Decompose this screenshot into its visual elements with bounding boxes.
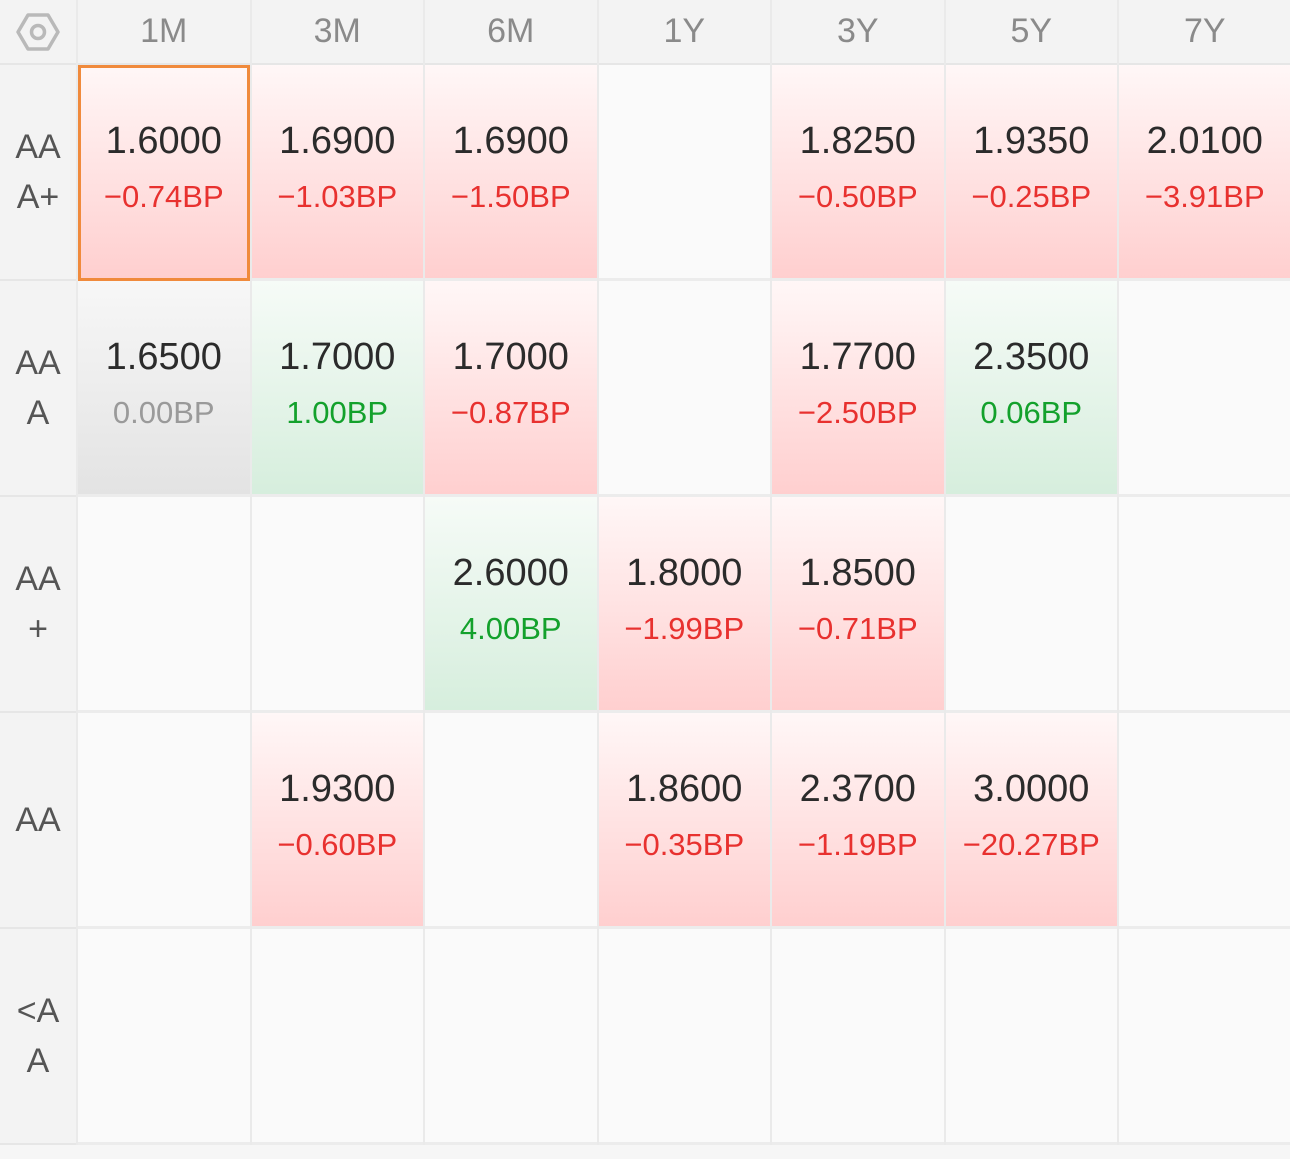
column-header-7y[interactable]: 7Y bbox=[1119, 0, 1290, 65]
empty-cell[interactable] bbox=[78, 713, 250, 929]
quote-change: −2.50BP bbox=[797, 394, 918, 430]
quote-value: 1.6900 bbox=[452, 119, 569, 162]
settings-hexagon-icon bbox=[16, 12, 60, 51]
quote-cell[interactable]: 3.0000 −20.27BP bbox=[945, 713, 1117, 929]
quote-change: −1.99BP bbox=[624, 610, 745, 646]
quote-value: 2.3700 bbox=[799, 767, 916, 810]
quote-cell[interactable]: 2.3500 0.06BP bbox=[945, 281, 1117, 497]
quote-change: 1.00BP bbox=[286, 394, 389, 430]
row-label: AA+ bbox=[0, 497, 76, 713]
quote-cell[interactable]: 1.6900 −1.50BP bbox=[425, 65, 597, 281]
row-label: AAA+ bbox=[0, 65, 76, 281]
quote-value: 1.7700 bbox=[799, 335, 916, 378]
row-label: AA bbox=[0, 713, 76, 929]
row-label: <AA bbox=[0, 929, 76, 1145]
empty-cell[interactable] bbox=[78, 497, 250, 713]
quote-value: 1.9350 bbox=[973, 119, 1090, 162]
quote-change: −0.74BP bbox=[103, 178, 224, 214]
quote-value: 1.6900 bbox=[279, 119, 396, 162]
quote-change: −0.35BP bbox=[624, 826, 745, 862]
quote-change: −3.91BP bbox=[1144, 178, 1265, 214]
row-label-text: AAA bbox=[15, 344, 61, 432]
quote-value: 1.6000 bbox=[105, 119, 222, 162]
quote-change: −1.19BP bbox=[797, 826, 918, 862]
quote-change: −0.25BP bbox=[971, 178, 1092, 214]
empty-cell[interactable] bbox=[78, 929, 250, 1145]
quote-value: 1.6500 bbox=[105, 335, 222, 378]
settings-button[interactable] bbox=[0, 0, 76, 65]
column-header-3y[interactable]: 3Y bbox=[772, 0, 944, 65]
column-header-3m[interactable]: 3M bbox=[251, 0, 423, 65]
quote-value: 1.9300 bbox=[279, 767, 396, 810]
quote-cell[interactable]: 1.8000 −1.99BP bbox=[598, 497, 770, 713]
bottom-strip bbox=[0, 1145, 1290, 1159]
row-label: AAA bbox=[0, 281, 76, 497]
quote-value: 1.8500 bbox=[799, 551, 916, 594]
quote-change: −0.87BP bbox=[450, 394, 571, 430]
row-label-text: AA+ bbox=[15, 560, 61, 648]
quote-cell[interactable]: 2.6000 4.00BP bbox=[425, 497, 597, 713]
quote-cell[interactable]: 1.6500 0.00BP bbox=[78, 281, 250, 497]
quote-value: 1.7000 bbox=[279, 335, 396, 378]
quote-change: −20.27BP bbox=[962, 826, 1100, 862]
quote-cell[interactable]: 1.8500 −0.71BP bbox=[772, 497, 944, 713]
quote-change: −1.50BP bbox=[450, 178, 571, 214]
empty-cell[interactable] bbox=[1119, 281, 1290, 497]
quote-cell[interactable]: 2.0100 −3.91BP bbox=[1119, 65, 1290, 281]
empty-cell[interactable] bbox=[598, 929, 770, 1145]
empty-cell[interactable] bbox=[251, 497, 423, 713]
quote-cell[interactable]: 1.8250 −0.50BP bbox=[772, 65, 944, 281]
empty-cell[interactable] bbox=[945, 497, 1117, 713]
empty-cell[interactable] bbox=[1119, 929, 1290, 1145]
quote-change: −0.71BP bbox=[797, 610, 918, 646]
empty-cell[interactable] bbox=[1119, 713, 1290, 929]
quote-value: 1.8600 bbox=[626, 767, 743, 810]
quote-value: 1.7000 bbox=[452, 335, 569, 378]
quote-value: 1.8250 bbox=[799, 119, 916, 162]
row-label-text: AA bbox=[15, 801, 61, 839]
column-header-6m[interactable]: 6M bbox=[425, 0, 597, 65]
quote-cell[interactable]: 1.6900 −1.03BP bbox=[251, 65, 423, 281]
quote-cell[interactable]: 1.7000 1.00BP bbox=[251, 281, 423, 497]
column-header-1y[interactable]: 1Y bbox=[598, 0, 770, 65]
quote-change: 0.00BP bbox=[112, 394, 215, 430]
quote-value: 3.0000 bbox=[973, 767, 1090, 810]
empty-cell[interactable] bbox=[945, 929, 1117, 1145]
empty-cell[interactable] bbox=[251, 929, 423, 1145]
empty-cell[interactable] bbox=[425, 713, 597, 929]
quote-change: 0.06BP bbox=[980, 394, 1083, 430]
row-label-text: AAA+ bbox=[15, 128, 61, 216]
quote-cell[interactable]: 1.9300 −0.60BP bbox=[251, 713, 423, 929]
row-label-text: <AA bbox=[16, 992, 60, 1080]
quote-cell[interactable]: 1.7000 −0.87BP bbox=[425, 281, 597, 497]
quote-value: 2.6000 bbox=[452, 551, 569, 594]
quote-value: 2.3500 bbox=[973, 335, 1090, 378]
quote-change: −0.60BP bbox=[277, 826, 398, 862]
quote-value: 1.8000 bbox=[626, 551, 743, 594]
column-header-5y[interactable]: 5Y bbox=[945, 0, 1117, 65]
quote-cell[interactable]: 1.8600 −0.35BP bbox=[598, 713, 770, 929]
empty-cell[interactable] bbox=[425, 929, 597, 1145]
column-header-1m[interactable]: 1M bbox=[78, 0, 250, 65]
empty-cell[interactable] bbox=[598, 65, 770, 281]
quote-cell[interactable]: 1.9350 −0.25BP bbox=[945, 65, 1117, 281]
quote-change: −1.03BP bbox=[277, 178, 398, 214]
quote-cell[interactable]: 1.6000 −0.74BP bbox=[78, 65, 250, 281]
empty-cell[interactable] bbox=[598, 281, 770, 497]
quote-cell[interactable]: 2.3700 −1.19BP bbox=[772, 713, 944, 929]
quote-value: 2.0100 bbox=[1146, 119, 1263, 162]
empty-cell[interactable] bbox=[772, 929, 944, 1145]
empty-cell[interactable] bbox=[1119, 497, 1290, 713]
quote-cell[interactable]: 1.7700 −2.50BP bbox=[772, 281, 944, 497]
quote-change: 4.00BP bbox=[459, 610, 562, 646]
quote-change: −0.50BP bbox=[797, 178, 918, 214]
